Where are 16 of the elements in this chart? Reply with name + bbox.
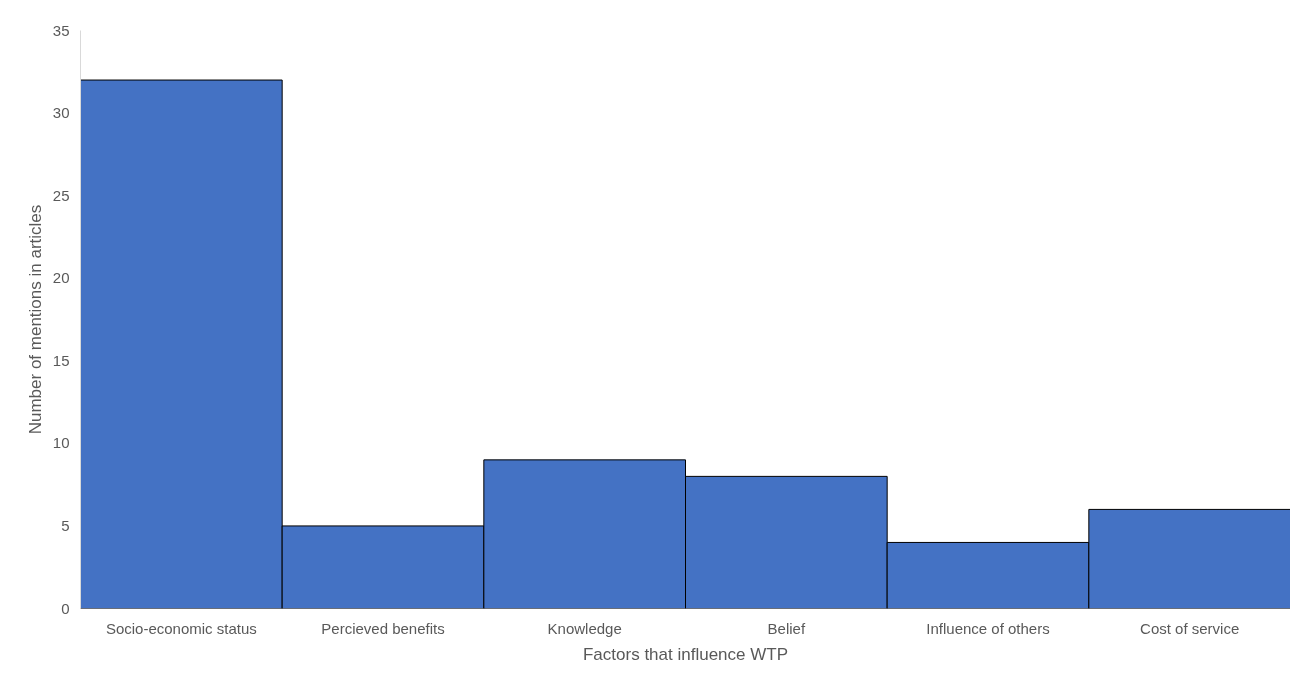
y-tick-label: 10 (52, 434, 70, 452)
x-tick-label: Knowledge (547, 619, 622, 637)
x-tick-label: Belief (767, 619, 806, 637)
y-tick-label: 15 (52, 351, 70, 369)
x-tick-label: Socio-economic status (105, 619, 257, 637)
x-tick-label: Influence of others (926, 619, 1050, 637)
x-tick-label: Percieved benefits (321, 619, 445, 637)
y-axis-title: Number of mentions in articles (25, 204, 45, 435)
y-tick-label: 25 (52, 186, 70, 204)
y-tick-label: 0 (61, 599, 70, 617)
y-tick-label: 20 (52, 269, 70, 287)
x-tick-label: Cost of service (1140, 619, 1240, 637)
x-axis-title: Factors that influence WTP (582, 644, 789, 664)
y-tick-label: 5 (61, 516, 70, 534)
y-tick-label: 35 (52, 21, 70, 39)
y-tick-label: 30 (52, 104, 70, 122)
